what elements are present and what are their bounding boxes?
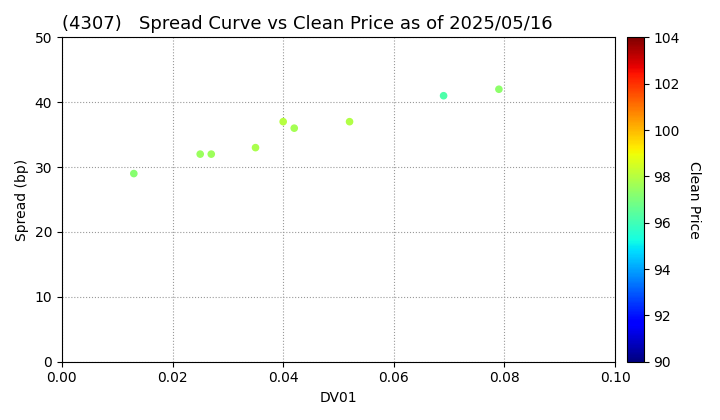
Point <box>128 170 140 177</box>
Point <box>289 125 300 131</box>
Point <box>205 151 217 158</box>
Point <box>277 118 289 125</box>
Text: (4307)   Spread Curve vs Clean Price as of 2025/05/16: (4307) Spread Curve vs Clean Price as of… <box>62 15 552 33</box>
Y-axis label: Spread (bp): Spread (bp) <box>15 158 29 241</box>
Y-axis label: Clean Price: Clean Price <box>686 161 701 239</box>
X-axis label: DV01: DV01 <box>320 391 357 405</box>
Point <box>250 144 261 151</box>
Point <box>194 151 206 158</box>
Point <box>438 92 449 99</box>
Point <box>343 118 355 125</box>
Point <box>493 86 505 92</box>
